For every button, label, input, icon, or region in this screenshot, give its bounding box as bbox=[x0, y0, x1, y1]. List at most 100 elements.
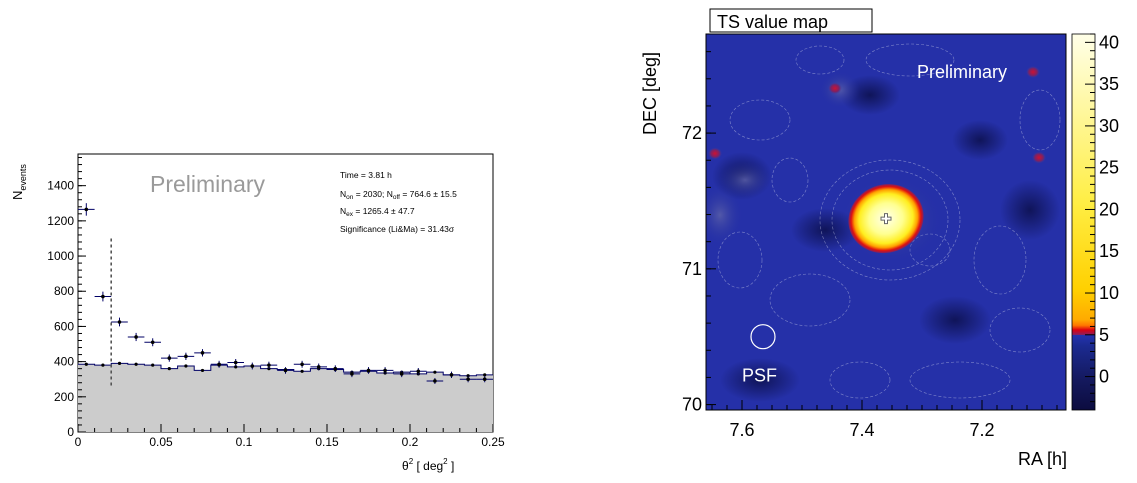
colorbar-tick-label: 0 bbox=[1099, 367, 1109, 387]
theta2-axes: 0 0.05 0.1 0.15 0.2 0.25 0 200 400 600 800 1000 1200… bbox=[47, 157, 505, 449]
colorbar-tick-label: 5 bbox=[1099, 325, 1109, 345]
on-data-point bbox=[466, 377, 470, 382]
colorbar-tick-label: 25 bbox=[1099, 158, 1119, 178]
colorbar-tick-label: 40 bbox=[1099, 32, 1119, 52]
ts-hotspot bbox=[708, 147, 722, 160]
ts-contour-lines bbox=[717, 43, 1061, 399]
colorbar-tick-label: 20 bbox=[1099, 199, 1119, 219]
ts-map-panel: PSF Preliminary 7.6 7.4 7.2 70 71 72 0 5 10 15 20… bbox=[560, 0, 1137, 478]
ts-map-x-tick-label: 7.4 bbox=[849, 420, 874, 440]
theta2-watermark: Preliminary bbox=[150, 171, 266, 197]
on-data-point bbox=[449, 373, 454, 377]
psf-circle bbox=[750, 324, 776, 350]
off-data-point bbox=[84, 362, 88, 366]
off-data-point bbox=[184, 364, 188, 368]
ts-map-y-tick-label: 71 bbox=[682, 259, 702, 279]
on-data-point bbox=[482, 377, 487, 382]
stats-time: Time = 3.81 h bbox=[340, 170, 392, 180]
colorbar-tick-label: 10 bbox=[1099, 283, 1119, 303]
stats-nex: Nex = 1265.4 ± 47.7 bbox=[340, 206, 415, 218]
on-data-point bbox=[101, 294, 105, 299]
off-data-point bbox=[200, 368, 205, 373]
stats-non-noff: Non = 2030; Noff = 764.6 ± 15.5 bbox=[340, 189, 457, 201]
theta2-x-tick-label: 0 bbox=[75, 435, 82, 449]
on-data-point bbox=[250, 364, 255, 368]
off-data-point bbox=[234, 365, 238, 369]
on-data-point bbox=[267, 363, 271, 367]
source-cross bbox=[880, 213, 892, 225]
on-data-point bbox=[217, 362, 221, 367]
colorbar-frame bbox=[1071, 33, 1096, 411]
off-data-point bbox=[134, 362, 138, 366]
source-position-marker bbox=[880, 213, 892, 225]
stats-significance: Significance (Li&Ma) = 31.43σ bbox=[340, 224, 455, 234]
colorbar-axis: 0 5 10 15 20 25 30 35 40 bbox=[1085, 32, 1119, 403]
theta2-y-tick-label: 400 bbox=[54, 355, 74, 369]
off-data-point bbox=[101, 363, 105, 367]
theta2-y-tick-label: 200 bbox=[54, 390, 74, 404]
on-data-point bbox=[200, 351, 205, 355]
off-data-point bbox=[300, 369, 304, 373]
ts-hotspot bbox=[1026, 66, 1040, 79]
on-data-point bbox=[283, 368, 288, 373]
on-data-point bbox=[184, 354, 188, 359]
ts-hotspots bbox=[708, 66, 1046, 164]
ts-map-frame bbox=[705, 33, 1067, 411]
ts-map-x-axis-label: RA [h] bbox=[1018, 449, 1067, 469]
on-data-point bbox=[399, 372, 404, 376]
theta2-plot-panel: 0 0.05 0.1 0.15 0.2 0.25 0 200 400 600 800 1000 1200… bbox=[0, 0, 520, 478]
off-data-point bbox=[466, 374, 470, 378]
theta2-chart: 0 0.05 0.1 0.15 0.2 0.25 0 200 400 600 800 1000 1200… bbox=[10, 153, 505, 473]
ts-map-title: TS value map bbox=[717, 12, 828, 32]
theta2-x-tick-label: 0.25 bbox=[481, 435, 505, 449]
off-data-point bbox=[117, 361, 122, 365]
theta2-y-tick-label: 800 bbox=[54, 284, 74, 298]
colorbar-tick-label: 15 bbox=[1099, 241, 1119, 261]
colorbar-tick-label: 35 bbox=[1099, 74, 1119, 94]
theta2-y-tick-label: 1000 bbox=[47, 249, 74, 263]
ts-hotspot bbox=[1032, 151, 1046, 164]
theta2-x-tick-label: 0.05 bbox=[149, 435, 173, 449]
off-data-point bbox=[483, 373, 487, 377]
on-data-point bbox=[167, 356, 172, 360]
colorbar-gradient bbox=[1072, 34, 1095, 410]
theta2-y-tick-label: 600 bbox=[54, 319, 74, 333]
ts-map-axes: 7.6 7.4 7.2 70 71 72 bbox=[682, 51, 1058, 440]
on-data-point bbox=[350, 372, 354, 376]
on-data-point bbox=[316, 365, 321, 369]
theta2-y-tick-label: 1200 bbox=[47, 214, 74, 228]
ts-map-watermark: Preliminary bbox=[917, 62, 1007, 82]
theta2-stats-box: Time = 3.81 h Non = 2030; Noff = 764.6 ±… bbox=[340, 170, 457, 234]
colorbar-tick-label: 30 bbox=[1099, 116, 1119, 136]
on-data-point bbox=[233, 360, 238, 365]
on-data-point bbox=[416, 369, 421, 374]
ts-map-y-tick-label: 72 bbox=[682, 123, 702, 143]
ts-map-y-tick-label: 70 bbox=[682, 395, 702, 415]
psf-label: PSF bbox=[742, 366, 777, 386]
theta2-x-tick-label: 0.2 bbox=[402, 435, 419, 449]
theta2-data-marks bbox=[78, 203, 493, 384]
theta2-x-tick-label: 0.15 bbox=[315, 435, 339, 449]
on-data-point bbox=[117, 320, 122, 324]
off-data-point bbox=[433, 370, 437, 374]
on-data-point bbox=[84, 207, 89, 212]
on-data-point bbox=[150, 340, 155, 345]
ts-map-chart: PSF Preliminary 7.6 7.4 7.2 70 71 72 0 5 10 15 20… bbox=[640, 8, 1119, 469]
theta2-y-tick-label: 0 bbox=[67, 425, 74, 439]
ts-map-title-box bbox=[709, 8, 873, 33]
on-data-point bbox=[134, 335, 138, 339]
off-histogram-area bbox=[78, 363, 493, 432]
on-data-point bbox=[366, 368, 371, 373]
theta2-x-axis-label: θ2 [ deg2 ] bbox=[402, 457, 454, 473]
off-data-point bbox=[167, 367, 171, 371]
theta2-x-tick-label: 0.1 bbox=[236, 435, 253, 449]
theta2-y-tick-label: 1400 bbox=[47, 179, 74, 193]
ts-hotspot bbox=[828, 82, 842, 95]
off-data-point bbox=[267, 367, 271, 371]
ts-map-image bbox=[706, 34, 1066, 410]
theta2-y-axis-label: Nevents bbox=[10, 164, 28, 200]
ts-map-x-tick-label: 7.6 bbox=[729, 420, 754, 440]
on-data-point bbox=[300, 362, 304, 367]
on-data-point bbox=[383, 368, 387, 373]
ts-map-y-axis-label: DEC [deg] bbox=[640, 52, 660, 135]
